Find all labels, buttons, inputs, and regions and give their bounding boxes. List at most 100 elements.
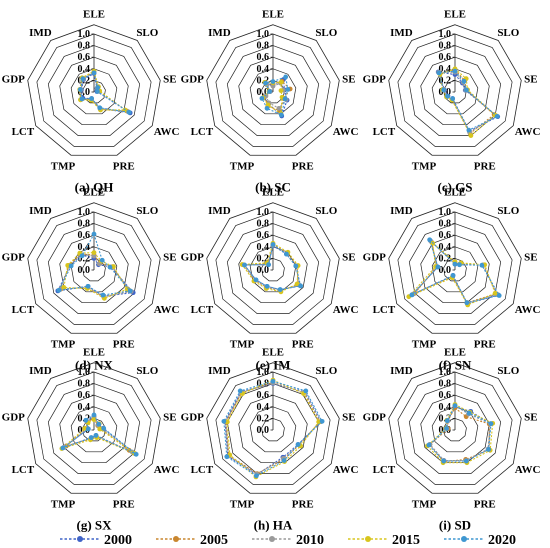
radar-outer-frame bbox=[206, 202, 340, 334]
radar-outer-frame bbox=[27, 202, 161, 334]
radar-tick-label: 0.2 bbox=[78, 413, 91, 424]
radar-data-point bbox=[457, 262, 462, 268]
radar-category-label: SE bbox=[163, 73, 176, 85]
radar-grid-ring bbox=[47, 383, 141, 474]
radar-category-label: ELE bbox=[262, 187, 284, 199]
legend-marker bbox=[173, 536, 179, 542]
radar-series-line bbox=[413, 239, 498, 304]
radar-panel: 0.00.20.40.60.81.0ELESLOSEAWCPRETMPLCTGD… bbox=[2, 347, 180, 533]
radar-category-label: LCT bbox=[373, 464, 396, 476]
radar-data-point bbox=[127, 288, 133, 294]
radar-data-point bbox=[242, 262, 247, 268]
radar-grid-ring bbox=[249, 406, 297, 453]
radar-tick-label: 0.6 bbox=[78, 52, 91, 63]
radar-data-point bbox=[95, 85, 101, 90]
radar-series-line bbox=[261, 76, 289, 116]
radar-tick-label: 0.6 bbox=[257, 230, 270, 241]
radar-data-point bbox=[496, 293, 502, 298]
radar-grid-ring bbox=[82, 258, 106, 282]
legend-label: 2010 bbox=[296, 533, 324, 548]
radar-data-point bbox=[488, 421, 494, 427]
radar-data-point bbox=[294, 281, 300, 287]
radar-data-point bbox=[266, 262, 271, 268]
radar-category-label: GDP bbox=[181, 73, 205, 85]
radar-grid-ring bbox=[420, 234, 490, 304]
radar-data-point bbox=[276, 105, 282, 111]
radar-category-label: PRE bbox=[292, 499, 314, 511]
radar-data-point bbox=[96, 421, 102, 427]
radar-category-label: SE bbox=[163, 251, 176, 263]
radar-data-point bbox=[427, 237, 433, 243]
legend-label: 2000 bbox=[104, 533, 132, 548]
radar-data-point bbox=[464, 300, 470, 306]
radar-tick-label: 0.4 bbox=[439, 402, 452, 413]
radar-data-point bbox=[426, 442, 432, 448]
radar-tick-label: 0.2 bbox=[257, 253, 270, 264]
radar-grid-ring bbox=[238, 394, 308, 464]
radar-panel: 0.00.20.40.60.81.0ELESLOSEAWCPRETMPLCTGD… bbox=[363, 9, 541, 195]
radar-data-point bbox=[285, 86, 291, 92]
legend-marker bbox=[269, 536, 275, 542]
radar-category-label: IMD bbox=[390, 365, 413, 377]
radar-data-point bbox=[91, 417, 97, 422]
radar-category-label: IMD bbox=[208, 27, 231, 39]
radar-category-label: GDP bbox=[181, 251, 205, 263]
radar-tick-label: 0.2 bbox=[78, 253, 91, 264]
radar-grid-ring bbox=[249, 246, 297, 293]
radar-data-point bbox=[107, 264, 113, 270]
radar-category-label: GDP bbox=[363, 411, 387, 423]
radar-tick-label: 0.4 bbox=[439, 64, 452, 75]
legend-label: 2020 bbox=[488, 533, 516, 548]
radar-data-point bbox=[452, 403, 458, 409]
radar-series-line bbox=[437, 71, 499, 132]
radar-data-point bbox=[253, 277, 259, 283]
radar-data-point bbox=[450, 273, 456, 278]
radar-data-point bbox=[466, 410, 472, 416]
radar-grid-ring bbox=[261, 418, 285, 442]
radar-category-label: ELE bbox=[444, 187, 466, 199]
radar-panel: 0.00.20.40.60.81.0ELESLOSEAWCPRETMPLCTGD… bbox=[181, 9, 359, 195]
legend-entry: 2010 bbox=[252, 533, 324, 548]
radar-tick-label: 1.0 bbox=[257, 29, 270, 40]
radar-tick-label: 0.2 bbox=[257, 413, 270, 424]
legend-marker bbox=[365, 536, 371, 542]
radar-data-point bbox=[464, 87, 469, 93]
radar-panel: 0.00.20.40.60.81.0ELESLOSEAWCPRETMPLCTGD… bbox=[181, 187, 359, 373]
radar-category-label: TMP bbox=[51, 499, 76, 511]
radar-data-point bbox=[492, 290, 498, 296]
radar-data-point bbox=[436, 70, 442, 76]
radar-tick-label: 0.8 bbox=[257, 219, 270, 230]
radar-category-label: LCT bbox=[191, 304, 214, 316]
radar-category-label: IMD bbox=[29, 205, 52, 217]
radar-data-point bbox=[85, 283, 91, 289]
radar-data-point bbox=[270, 79, 276, 84]
radar-data-point bbox=[101, 425, 107, 431]
radar-panel: 0.00.20.40.60.81.0ELESLOSEAWCPRETMPLCTGD… bbox=[181, 347, 359, 533]
radar-data-point bbox=[282, 96, 288, 102]
radar-grid-ring bbox=[70, 68, 118, 115]
radar-grid-ring bbox=[47, 223, 141, 314]
radar-outer-frame bbox=[388, 202, 522, 334]
radar-grid-ring bbox=[59, 56, 129, 126]
radar-category-label: TMP bbox=[230, 499, 255, 511]
radar-panel: 0.00.20.40.60.81.0ELESLOSEAWCPRETMPLCTGD… bbox=[2, 187, 180, 373]
legend-entry: 2000 bbox=[60, 533, 132, 548]
radar-data-point bbox=[441, 458, 447, 464]
radar-tick-label: 0.0 bbox=[78, 265, 91, 276]
radar-data-point bbox=[126, 109, 132, 115]
radar-series-line bbox=[428, 404, 492, 462]
radar-category-label: SLO bbox=[497, 205, 519, 217]
radar-category-label: ELE bbox=[83, 347, 105, 359]
radar-series-line bbox=[241, 242, 299, 293]
radar-tick-label: 0.4 bbox=[78, 64, 91, 75]
radar-data-point bbox=[85, 426, 91, 432]
radar-tick-label: 0.6 bbox=[439, 52, 452, 63]
radar-panel: 0.00.20.40.60.81.0ELESLOSEAWCPRETMPLCTGD… bbox=[363, 187, 541, 373]
radar-tick-label: 0.0 bbox=[78, 87, 91, 98]
radar-series-line bbox=[411, 237, 501, 304]
radar-tick-label: 0.8 bbox=[257, 41, 270, 52]
panel-title: (c) GS bbox=[437, 179, 472, 194]
radar-category-label: LCT bbox=[373, 304, 396, 316]
radar-category-label: IMD bbox=[29, 365, 52, 377]
radar-tick-label: 0.4 bbox=[257, 64, 270, 75]
